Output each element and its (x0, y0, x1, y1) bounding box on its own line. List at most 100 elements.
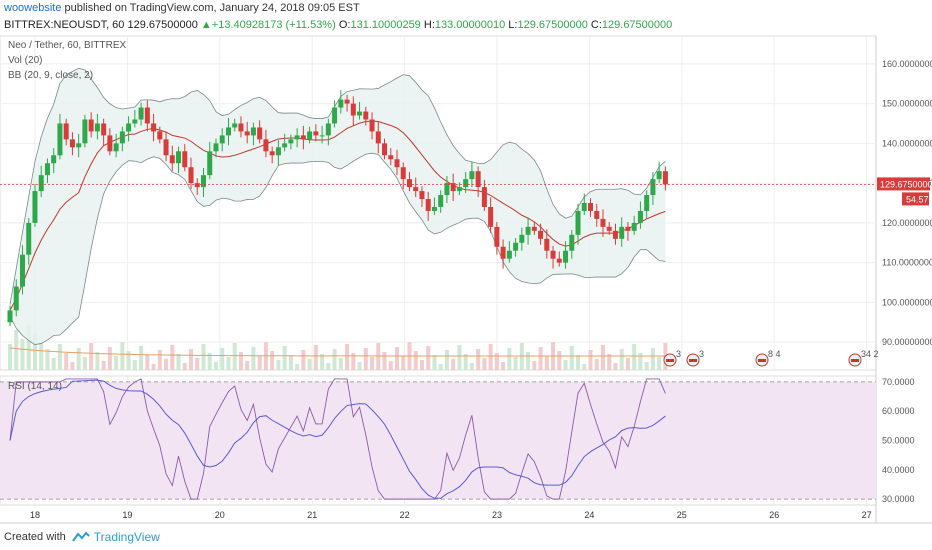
bb-legend[interactable]: BB (20, 9, close, 2) (8, 70, 94, 81)
volume-bar (613, 363, 618, 370)
rsi-tick-label: 30.0000 (882, 494, 915, 504)
volume-bar (563, 360, 568, 370)
candle-body (113, 143, 119, 152)
candle-body (319, 135, 325, 137)
candle-body (406, 179, 412, 188)
last-price-tag (877, 177, 930, 191)
price-tick-label: 120.00000000 (882, 218, 932, 228)
candle-body (413, 187, 419, 192)
volume-bar (376, 343, 381, 370)
candle-body (531, 226, 537, 231)
pair-legend[interactable]: Neo / Tether, 60, BITTREX (8, 40, 127, 51)
volume-ma-line (9, 347, 666, 357)
candle-body (269, 151, 275, 156)
candle-body (76, 143, 82, 148)
volume-bar (463, 354, 468, 370)
bollinger-bands (9, 67, 666, 346)
volume-bar (432, 355, 437, 370)
candle-body (44, 163, 50, 176)
candle-body (556, 258, 562, 263)
volume-bar (232, 343, 237, 370)
last-price-tag-text: 129.67500000 (880, 179, 932, 189)
candle-body (662, 171, 668, 185)
candle-body (63, 123, 69, 140)
candle-body (363, 111, 369, 120)
event-flag-stripe (758, 359, 766, 362)
candle-body (350, 103, 356, 116)
candle-body (107, 135, 113, 152)
volume-bar (39, 343, 44, 370)
volume-bar (401, 356, 406, 370)
publisher-name[interactable]: woowebsite (4, 2, 62, 14)
volume-bar (388, 361, 393, 370)
candle-body (569, 234, 575, 251)
volume-bar (438, 364, 443, 370)
candle-body (612, 230, 618, 239)
candle-body (425, 199, 431, 211)
volume-bar (64, 353, 69, 370)
candle-body (88, 119, 94, 132)
candle-body (587, 203, 593, 211)
volume-bar (182, 363, 187, 370)
volume-bar (419, 360, 424, 370)
time-tick-label: 22 (400, 510, 410, 520)
volume-bar (95, 352, 100, 370)
price-tick-label: 140.00000000 (882, 138, 932, 148)
candle-body (563, 250, 569, 263)
volume-bar (20, 339, 25, 370)
volume-bar (151, 364, 156, 370)
candle-body (344, 99, 350, 104)
volume-bar (288, 355, 293, 370)
event-flag-stripe (689, 359, 697, 362)
candle-body (13, 286, 19, 311)
candle-body (151, 123, 157, 132)
volume-bar (357, 362, 362, 370)
candle-body (369, 119, 375, 132)
symbol-label: BITTREX:NEOUSDT, 60 (4, 19, 125, 31)
volume-bar (120, 342, 125, 370)
volume-bar (657, 357, 662, 370)
volume-bar (226, 357, 231, 370)
time-tick-label: 24 (584, 510, 594, 520)
candle-body (388, 155, 394, 160)
volume-bar (394, 347, 399, 370)
candle-body (244, 131, 250, 136)
price-tick-label: 90.00000000 (882, 337, 932, 347)
volume-bar (89, 343, 94, 370)
vol-legend[interactable]: Vol (20) (8, 55, 43, 66)
time-tick-label: 21 (307, 510, 317, 520)
event-count-label: 3 (699, 349, 704, 359)
event-icons[interactable]: 3 3 8 4 34 2 (663, 349, 879, 367)
volume-bar (307, 359, 312, 370)
candle-body (169, 155, 175, 164)
candle-body (232, 123, 238, 128)
candle-body (194, 183, 200, 188)
candle-body (631, 222, 637, 231)
candle-body (132, 119, 138, 124)
volume-bar (488, 344, 493, 370)
volume-bar (494, 353, 499, 370)
volume-bar (157, 350, 162, 370)
candle-body (225, 127, 231, 136)
volume-bar (170, 345, 175, 370)
candle-body (38, 175, 44, 192)
candle-body (157, 131, 163, 140)
tradingview-logo-icon (71, 531, 90, 542)
volume-bar (582, 364, 587, 370)
tradingview-brand[interactable]: TradingView (93, 530, 160, 544)
time-tick-label: 19 (122, 510, 132, 520)
volume-bar (201, 344, 206, 370)
price-tick-label: 150.00000000 (882, 99, 932, 109)
candle-body (606, 226, 612, 231)
candle-body (7, 310, 13, 323)
volume-bar (301, 350, 306, 370)
bb-upper-band (9, 67, 666, 305)
candle-body (257, 127, 263, 140)
candle-body (550, 250, 556, 259)
candle-body (519, 234, 525, 243)
volume-bar (139, 346, 144, 370)
rsi-ma-line (9, 379, 666, 499)
volume-bar (451, 359, 456, 370)
rsi-legend[interactable]: RSI (14, 14) (8, 381, 62, 392)
